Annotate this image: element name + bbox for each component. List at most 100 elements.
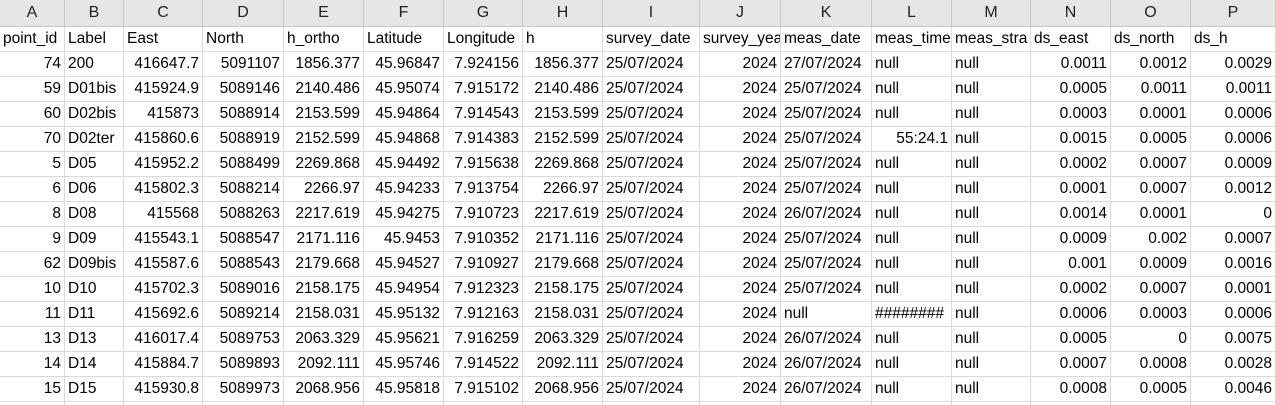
field-header-cell[interactable]: meas_time — [872, 27, 952, 51]
table-cell[interactable]: 2158.175 — [523, 277, 603, 301]
table-cell[interactable]: 0.001 — [1031, 252, 1111, 276]
table-cell[interactable]: 0.0007 — [1191, 227, 1276, 251]
table-cell[interactable]: 27/07/2024 — [781, 52, 872, 76]
table-cell[interactable]: 2068.956 — [523, 377, 603, 401]
table-cell[interactable]: 45.94492 — [364, 152, 444, 176]
table-cell[interactable]: 0.0007 — [1111, 177, 1191, 201]
table-cell[interactable]: 2153.599 — [284, 102, 364, 126]
field-header-cell[interactable]: ds_north — [1111, 27, 1191, 51]
column-header-p[interactable]: P — [1191, 0, 1276, 26]
field-header-cell[interactable]: East — [124, 27, 203, 51]
table-cell[interactable]: 2217.619 — [284, 202, 364, 226]
table-cell[interactable]: null — [872, 252, 952, 276]
table-cell[interactable]: 415873 — [124, 102, 203, 126]
table-cell[interactable]: 45.94864 — [364, 102, 444, 126]
table-cell[interactable]: null — [952, 227, 1031, 251]
table-cell[interactable]: 7.910927 — [444, 252, 523, 276]
table-cell[interactable]: null — [952, 177, 1031, 201]
table-cell[interactable]: 0.0008 — [1111, 352, 1191, 376]
table-cell[interactable]: 2063.329 — [284, 327, 364, 351]
table-cell[interactable]: 45.95132 — [364, 302, 444, 326]
table-cell[interactable]: 2024 — [700, 327, 781, 351]
table-cell[interactable]: 2158.031 — [284, 302, 364, 326]
table-cell[interactable]: 5091107 — [203, 52, 284, 76]
table-cell[interactable]: 25/07/2024 — [781, 177, 872, 201]
table-cell[interactable]: 25/07/2024 — [781, 77, 872, 101]
table-cell[interactable]: 2024 — [700, 352, 781, 376]
table-cell[interactable]: 45.96847 — [364, 52, 444, 76]
table-cell[interactable]: 45.9595 — [364, 402, 444, 405]
table-cell[interactable]: 0.0003 — [1111, 302, 1191, 326]
table-cell[interactable]: 0.0011 — [1031, 52, 1111, 76]
table-cell[interactable]: 26/07/2024 — [781, 327, 872, 351]
table-cell[interactable]: 0.0014 — [1031, 202, 1111, 226]
table-cell[interactable]: 62 — [0, 252, 65, 276]
table-cell[interactable]: null — [952, 377, 1031, 401]
column-header-i[interactable]: I — [603, 0, 700, 26]
table-cell[interactable]: 416017.4 — [124, 327, 203, 351]
table-cell[interactable]: 55:24.1 — [872, 127, 952, 151]
column-header-g[interactable]: G — [444, 0, 523, 26]
column-header-o[interactable]: O — [1111, 0, 1191, 26]
table-cell[interactable]: null — [872, 352, 952, 376]
table-cell[interactable]: 2024 — [700, 277, 781, 301]
table-cell[interactable]: 45.95818 — [364, 377, 444, 401]
table-cell[interactable]: 0.0009 — [1031, 227, 1111, 251]
table-cell[interactable]: 0.0005 — [1031, 77, 1111, 101]
table-cell[interactable]: 7.916523 — [444, 402, 523, 405]
table-cell[interactable]: null — [952, 327, 1031, 351]
table-cell[interactable]: null — [952, 352, 1031, 376]
table-cell[interactable]: 16 — [0, 402, 65, 405]
table-cell[interactable]: 25/07/2024 — [781, 127, 872, 151]
table-cell[interactable]: 0.0001 — [1111, 202, 1191, 226]
table-cell[interactable]: 415860.6 — [124, 127, 203, 151]
table-cell[interactable]: 415587.6 — [124, 252, 203, 276]
table-cell[interactable]: null — [952, 202, 1031, 226]
table-cell[interactable]: 7.914383 — [444, 127, 523, 151]
table-cell[interactable]: D13 — [65, 327, 124, 351]
table-cell[interactable]: 5088214 — [203, 177, 284, 201]
table-cell[interactable]: D14 — [65, 352, 124, 376]
table-cell[interactable]: 25/07/2024 — [603, 377, 700, 401]
table-cell[interactable]: 2054.976 — [284, 402, 364, 405]
table-cell[interactable]: 2054.976 — [523, 402, 603, 405]
table-cell[interactable]: 0.0005 — [1111, 127, 1191, 151]
table-cell[interactable]: 25/07/2024 — [603, 77, 700, 101]
table-cell[interactable]: 5088919 — [203, 127, 284, 151]
table-cell[interactable]: 2158.175 — [284, 277, 364, 301]
table-cell[interactable]: D15 — [65, 377, 124, 401]
table-cell[interactable]: 45.94954 — [364, 277, 444, 301]
table-cell[interactable]: 9 — [0, 227, 65, 251]
table-cell[interactable]: null — [872, 177, 952, 201]
table-cell[interactable]: 5089753 — [203, 327, 284, 351]
table-cell[interactable]: 7.914543 — [444, 102, 523, 126]
table-cell[interactable]: null — [952, 152, 1031, 176]
table-cell[interactable]: 0.0029 — [1191, 52, 1276, 76]
table-cell[interactable]: 7.912323 — [444, 277, 523, 301]
table-cell[interactable]: 415543.1 — [124, 227, 203, 251]
table-cell[interactable]: 45.9453 — [364, 227, 444, 251]
table-cell[interactable]: 25/07/2024 — [781, 152, 872, 176]
table-cell[interactable]: 0.0001 — [1031, 177, 1111, 201]
table-cell[interactable]: 0.0005 — [1111, 377, 1191, 401]
field-header-cell[interactable]: meas_date — [781, 27, 872, 51]
table-cell[interactable]: 25/07/2024 — [781, 102, 872, 126]
table-cell[interactable]: null — [952, 102, 1031, 126]
table-cell[interactable]: 5090118 — [203, 402, 284, 405]
column-header-k[interactable]: K — [781, 0, 872, 26]
table-cell[interactable]: 25/07/2024 — [603, 52, 700, 76]
table-cell[interactable]: 5088543 — [203, 252, 284, 276]
table-cell[interactable]: 6 — [0, 177, 65, 201]
table-cell[interactable]: null — [872, 327, 952, 351]
table-cell[interactable]: null — [952, 252, 1031, 276]
table-cell[interactable]: 25/07/2024 — [603, 327, 700, 351]
table-cell[interactable]: 415930.8 — [124, 377, 203, 401]
table-cell[interactable]: 26/07/2024 — [781, 202, 872, 226]
table-cell[interactable]: 2179.668 — [284, 252, 364, 276]
table-cell[interactable]: 2024 — [700, 77, 781, 101]
table-cell[interactable]: 0.0007 — [1111, 277, 1191, 301]
table-cell[interactable]: null — [872, 202, 952, 226]
table-cell[interactable]: null — [872, 377, 952, 401]
column-header-h[interactable]: H — [523, 0, 603, 26]
table-cell[interactable]: 415702.3 — [124, 277, 203, 301]
